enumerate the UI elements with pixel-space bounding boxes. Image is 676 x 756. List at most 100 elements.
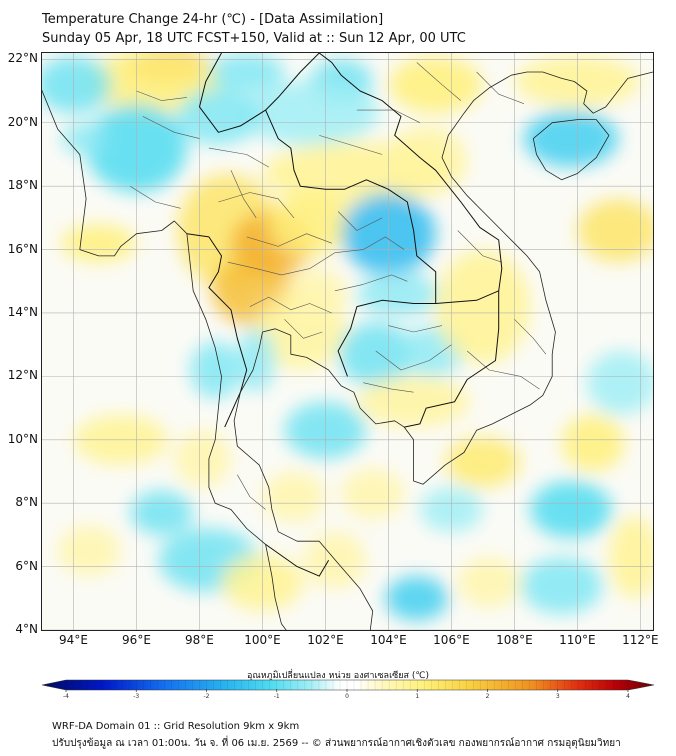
border-line — [265, 543, 330, 577]
anomaly-blob-27 — [356, 376, 471, 428]
province-line — [237, 474, 266, 510]
anomaly-blob-23 — [284, 268, 348, 320]
anomaly-blob-28 — [190, 341, 241, 399]
province-line — [230, 170, 257, 219]
border-line — [199, 53, 320, 133]
longitude-tick-label: 96°E — [122, 633, 151, 647]
province-line — [309, 236, 405, 269]
map-panel[interactable] — [41, 52, 654, 631]
colorbar-gradient — [41, 679, 655, 691]
longitude-tick-label: 108°E — [496, 633, 533, 647]
province-line — [467, 350, 540, 390]
anomaly-blob-44 — [385, 576, 449, 621]
latitude-tick-label: 22°N — [7, 51, 38, 66]
province-line — [388, 325, 443, 333]
latitude-tick-label: 10°N — [7, 431, 38, 446]
colorbar-tick-marks — [65, 680, 629, 692]
longitude-tick-label: 94°E — [59, 633, 88, 647]
anomaly-blob-26 — [435, 249, 531, 364]
anomaly-blob-19 — [268, 192, 351, 256]
latitude-tick-label: 14°N — [7, 304, 38, 319]
anomaly-blob-46 — [520, 557, 603, 615]
province-boundaries — [130, 62, 547, 510]
anomaly-blob-32 — [174, 430, 231, 488]
province-line — [334, 274, 408, 292]
colorbar-tick-label: 3 — [555, 693, 560, 700]
longitude-tick-label: 106°E — [433, 633, 470, 647]
province-line — [337, 211, 383, 231]
anomaly-blob-45 — [457, 557, 521, 608]
province-line — [363, 382, 414, 393]
longitude-tick-label: 104°E — [370, 633, 407, 647]
latitude-tick-label: 6°N — [15, 558, 38, 573]
province-line — [375, 344, 452, 371]
update-credit: ปรับปรุงข้อมูล ณ เวลา 01:00น. วัน จ. ที่… — [52, 738, 621, 749]
anomaly-blob-15 — [60, 224, 137, 263]
longitude-tick-label: 112°E — [622, 633, 659, 647]
coastline — [79, 220, 287, 630]
colorbar-tick-label: -1 — [273, 693, 280, 700]
temperature-change-map — [42, 53, 653, 630]
border-line — [265, 109, 437, 377]
latitude-tick-label: 16°N — [7, 241, 38, 256]
colorbar — [41, 679, 655, 692]
colorbar-tick-label: 4 — [626, 693, 630, 700]
anomaly-blob-5 — [240, 81, 379, 145]
map-gridlines — [42, 53, 653, 630]
anomaly-blob-39 — [530, 480, 613, 539]
anomaly-blob-47 — [608, 515, 653, 599]
colorbar-label: อุณหภูมิเปลี่ยนแปลง หน่วย องศาเซลเซียส (… — [246, 671, 430, 681]
chart-subtitle: Sunday 05 Apr, 18 UTC FCST+150, Valid at… — [42, 31, 466, 46]
colorbar-tick-label: 2 — [485, 693, 490, 700]
border-line — [186, 233, 248, 428]
longitude-tick-label: 110°E — [559, 633, 596, 647]
colorbar-tick-label: 1 — [415, 693, 420, 700]
province-line — [249, 296, 332, 314]
anomaly-blob-35 — [130, 490, 194, 535]
anomaly-blob-33 — [445, 436, 521, 488]
anomaly-blob-36 — [262, 471, 326, 523]
province-line — [218, 192, 295, 219]
province-line — [246, 233, 332, 247]
province-line — [142, 116, 200, 139]
province-line — [284, 319, 323, 339]
model-info: WRF-DA Domain 01 :: Grid Resolution 9km … — [52, 721, 300, 732]
coastline — [42, 89, 87, 250]
anomaly-blob-48 — [586, 351, 653, 415]
anomaly-blob-34 — [561, 414, 625, 472]
latitude-tick-label: 20°N — [7, 114, 38, 129]
anomaly-blob-24 — [338, 322, 414, 386]
anomaly-blob-6 — [388, 56, 483, 114]
anomaly-blob-14 — [577, 198, 653, 263]
latitude-tick-label: 4°N — [15, 622, 38, 636]
province-line — [319, 135, 383, 155]
anomaly-blob-13 — [523, 110, 619, 168]
province-line — [476, 71, 525, 104]
border-line — [404, 290, 500, 428]
province-line — [356, 109, 421, 123]
colorbar-tick-label: -4 — [63, 693, 69, 700]
latitude-tick-label: 18°N — [7, 178, 38, 193]
colorbar-tick-label: 0 — [345, 693, 349, 700]
anomaly-blob-21 — [356, 271, 439, 317]
province-line — [457, 230, 502, 263]
coastlines — [42, 71, 653, 630]
country-borders — [186, 53, 503, 577]
province-line — [208, 147, 269, 168]
longitude-tick-label: 102°E — [307, 633, 344, 647]
colorbar-tick-label: -2 — [203, 693, 210, 700]
province-line — [130, 185, 181, 209]
province-line — [136, 90, 187, 101]
chart-title: Temperature Change 24-hr (℃) - [Data Ass… — [42, 12, 384, 27]
longitude-tick-label: 98°E — [185, 633, 214, 647]
colorbar-tick-label: -3 — [133, 693, 140, 700]
anomaly-blob-3 — [208, 53, 285, 92]
anomaly-blob-40 — [57, 525, 121, 577]
coastline — [532, 119, 610, 181]
province-line — [514, 319, 547, 355]
coastline — [233, 71, 653, 630]
anomaly-blob-9 — [60, 122, 105, 155]
latitude-tick-label: 8°N — [15, 495, 38, 510]
province-line — [227, 261, 310, 276]
longitude-tick-label: 100°E — [244, 633, 281, 647]
